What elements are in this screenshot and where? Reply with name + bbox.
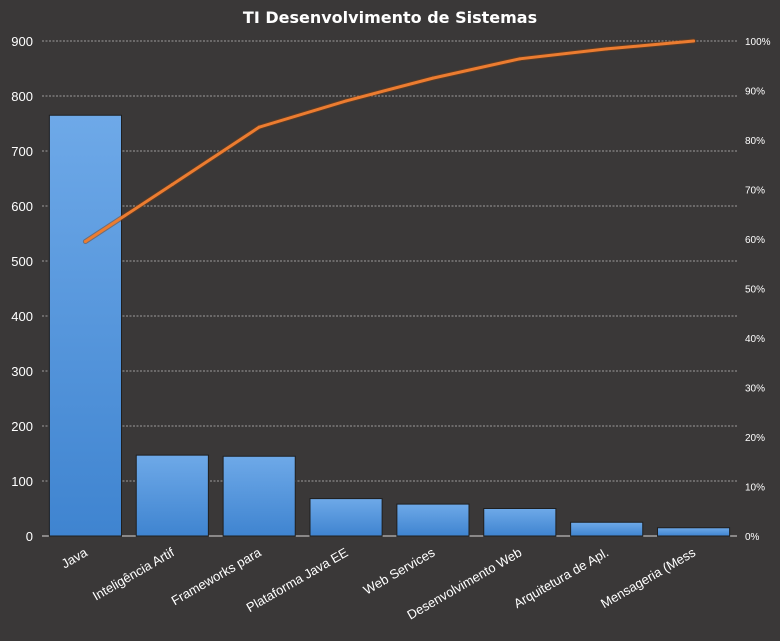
bar-series: [48, 114, 731, 537]
x-tick-label: Arquitetura de Apl.: [511, 545, 611, 611]
y2-tick-label: 50%: [745, 285, 765, 296]
y-tick-label: 900: [11, 34, 33, 49]
y2-tick-label: 70%: [745, 186, 765, 197]
line-point: [83, 239, 87, 243]
line-point: [605, 47, 609, 51]
y-tick-label: 300: [11, 364, 33, 379]
y-tick-label: 200: [11, 419, 33, 434]
bar: [483, 508, 557, 537]
bar: [570, 521, 644, 537]
y2-tick-label: 100%: [745, 37, 771, 48]
x-tick-label: Web Services: [361, 544, 438, 597]
y2-tick-label: 60%: [745, 235, 765, 246]
bar: [48, 114, 122, 537]
y2-tick-label: 30%: [745, 384, 765, 395]
y-tick-label: 0: [26, 529, 33, 544]
line-point: [431, 76, 435, 80]
line-point: [344, 99, 348, 103]
y2-tick-label: 40%: [745, 334, 765, 345]
line-shadow: [82, 38, 697, 244]
cumulative-line-series: [82, 38, 697, 244]
x-tick-label: Java: [59, 544, 91, 571]
right-y-axis: 0% 10% 20% 30% 40% 50% 60% 70% 80% 90% 100%: [745, 37, 771, 543]
bar: [135, 454, 209, 537]
line-point: [518, 57, 522, 61]
y-tick-label: 400: [11, 309, 33, 324]
y-tick-label: 700: [11, 144, 33, 159]
y-tick-label: 600: [11, 199, 33, 214]
y-tick-label: 100: [11, 474, 33, 489]
y2-tick-label: 20%: [745, 433, 765, 444]
y-tick-label: 500: [11, 254, 33, 269]
bar: [396, 503, 470, 537]
y2-tick-label: 90%: [745, 87, 765, 98]
line-point: [257, 125, 261, 129]
line-point: [692, 39, 696, 43]
cumulative-line: [83, 39, 696, 243]
chart-title: TI Desenvolvimento de Sistemas: [243, 8, 537, 27]
y2-tick-label: 80%: [745, 136, 765, 147]
left-y-axis: 0 100 200 300 400 500 600 700 800 900: [11, 34, 33, 544]
y2-tick-label: 0%: [745, 532, 760, 543]
bar: [222, 455, 296, 537]
line-point: [170, 183, 174, 187]
bar: [657, 527, 731, 537]
bar: [309, 498, 383, 537]
x-tick-label: Mensageria (Mess: [598, 544, 699, 611]
y-tick-label: 800: [11, 89, 33, 104]
x-tick-label: Inteligência Artif: [90, 544, 177, 603]
y2-tick-label: 10%: [745, 483, 765, 494]
